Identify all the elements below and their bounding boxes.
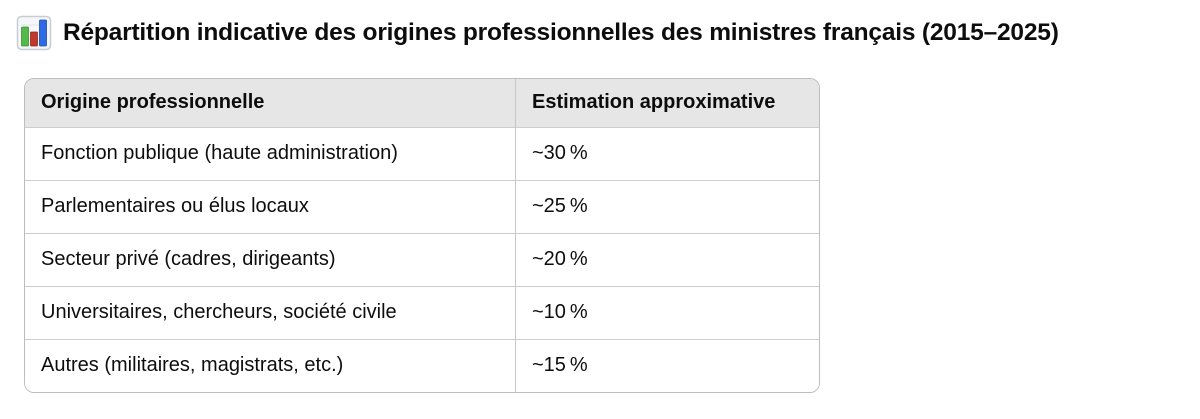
origin-cell: Secteur privé (cadres, dirigeants) — [25, 233, 516, 287]
column-header-origin: Origine professionnelle — [25, 79, 516, 128]
table-row: Autres (militaires, magistrats, etc.) ~1… — [25, 339, 819, 392]
origin-cell: Autres (militaires, magistrats, etc.) — [25, 339, 516, 392]
origins-table-card: Origine professionnelle Estimation appro… — [24, 78, 820, 393]
bar-chart-icon — [16, 15, 52, 51]
page-header: Répartition indicative des origines prof… — [16, 15, 1200, 51]
origin-cell: Fonction publique (haute administration) — [25, 127, 516, 181]
estimate-cell: ~15 % — [515, 339, 819, 392]
table-row: Universitaires, chercheurs, société civi… — [25, 286, 819, 340]
origin-cell: Universitaires, chercheurs, société civi… — [25, 286, 516, 340]
table-header-row: Origine professionnelle Estimation appro… — [25, 79, 819, 128]
table-row: Parlementaires ou élus locaux ~25 % — [25, 180, 819, 234]
estimate-cell: ~20 % — [515, 233, 819, 287]
estimate-cell: ~10 % — [515, 286, 819, 340]
table-row: Secteur privé (cadres, dirigeants) ~20 % — [25, 233, 819, 287]
table-row: Fonction publique (haute administration)… — [25, 127, 819, 181]
origin-cell: Parlementaires ou élus locaux — [25, 180, 516, 234]
estimate-cell: ~25 % — [515, 180, 819, 234]
origins-table: Origine professionnelle Estimation appro… — [25, 79, 819, 392]
estimate-cell: ~30 % — [515, 127, 819, 181]
column-header-estimate: Estimation approximative — [515, 79, 819, 128]
page-title: Répartition indicative des origines prof… — [63, 19, 1059, 46]
